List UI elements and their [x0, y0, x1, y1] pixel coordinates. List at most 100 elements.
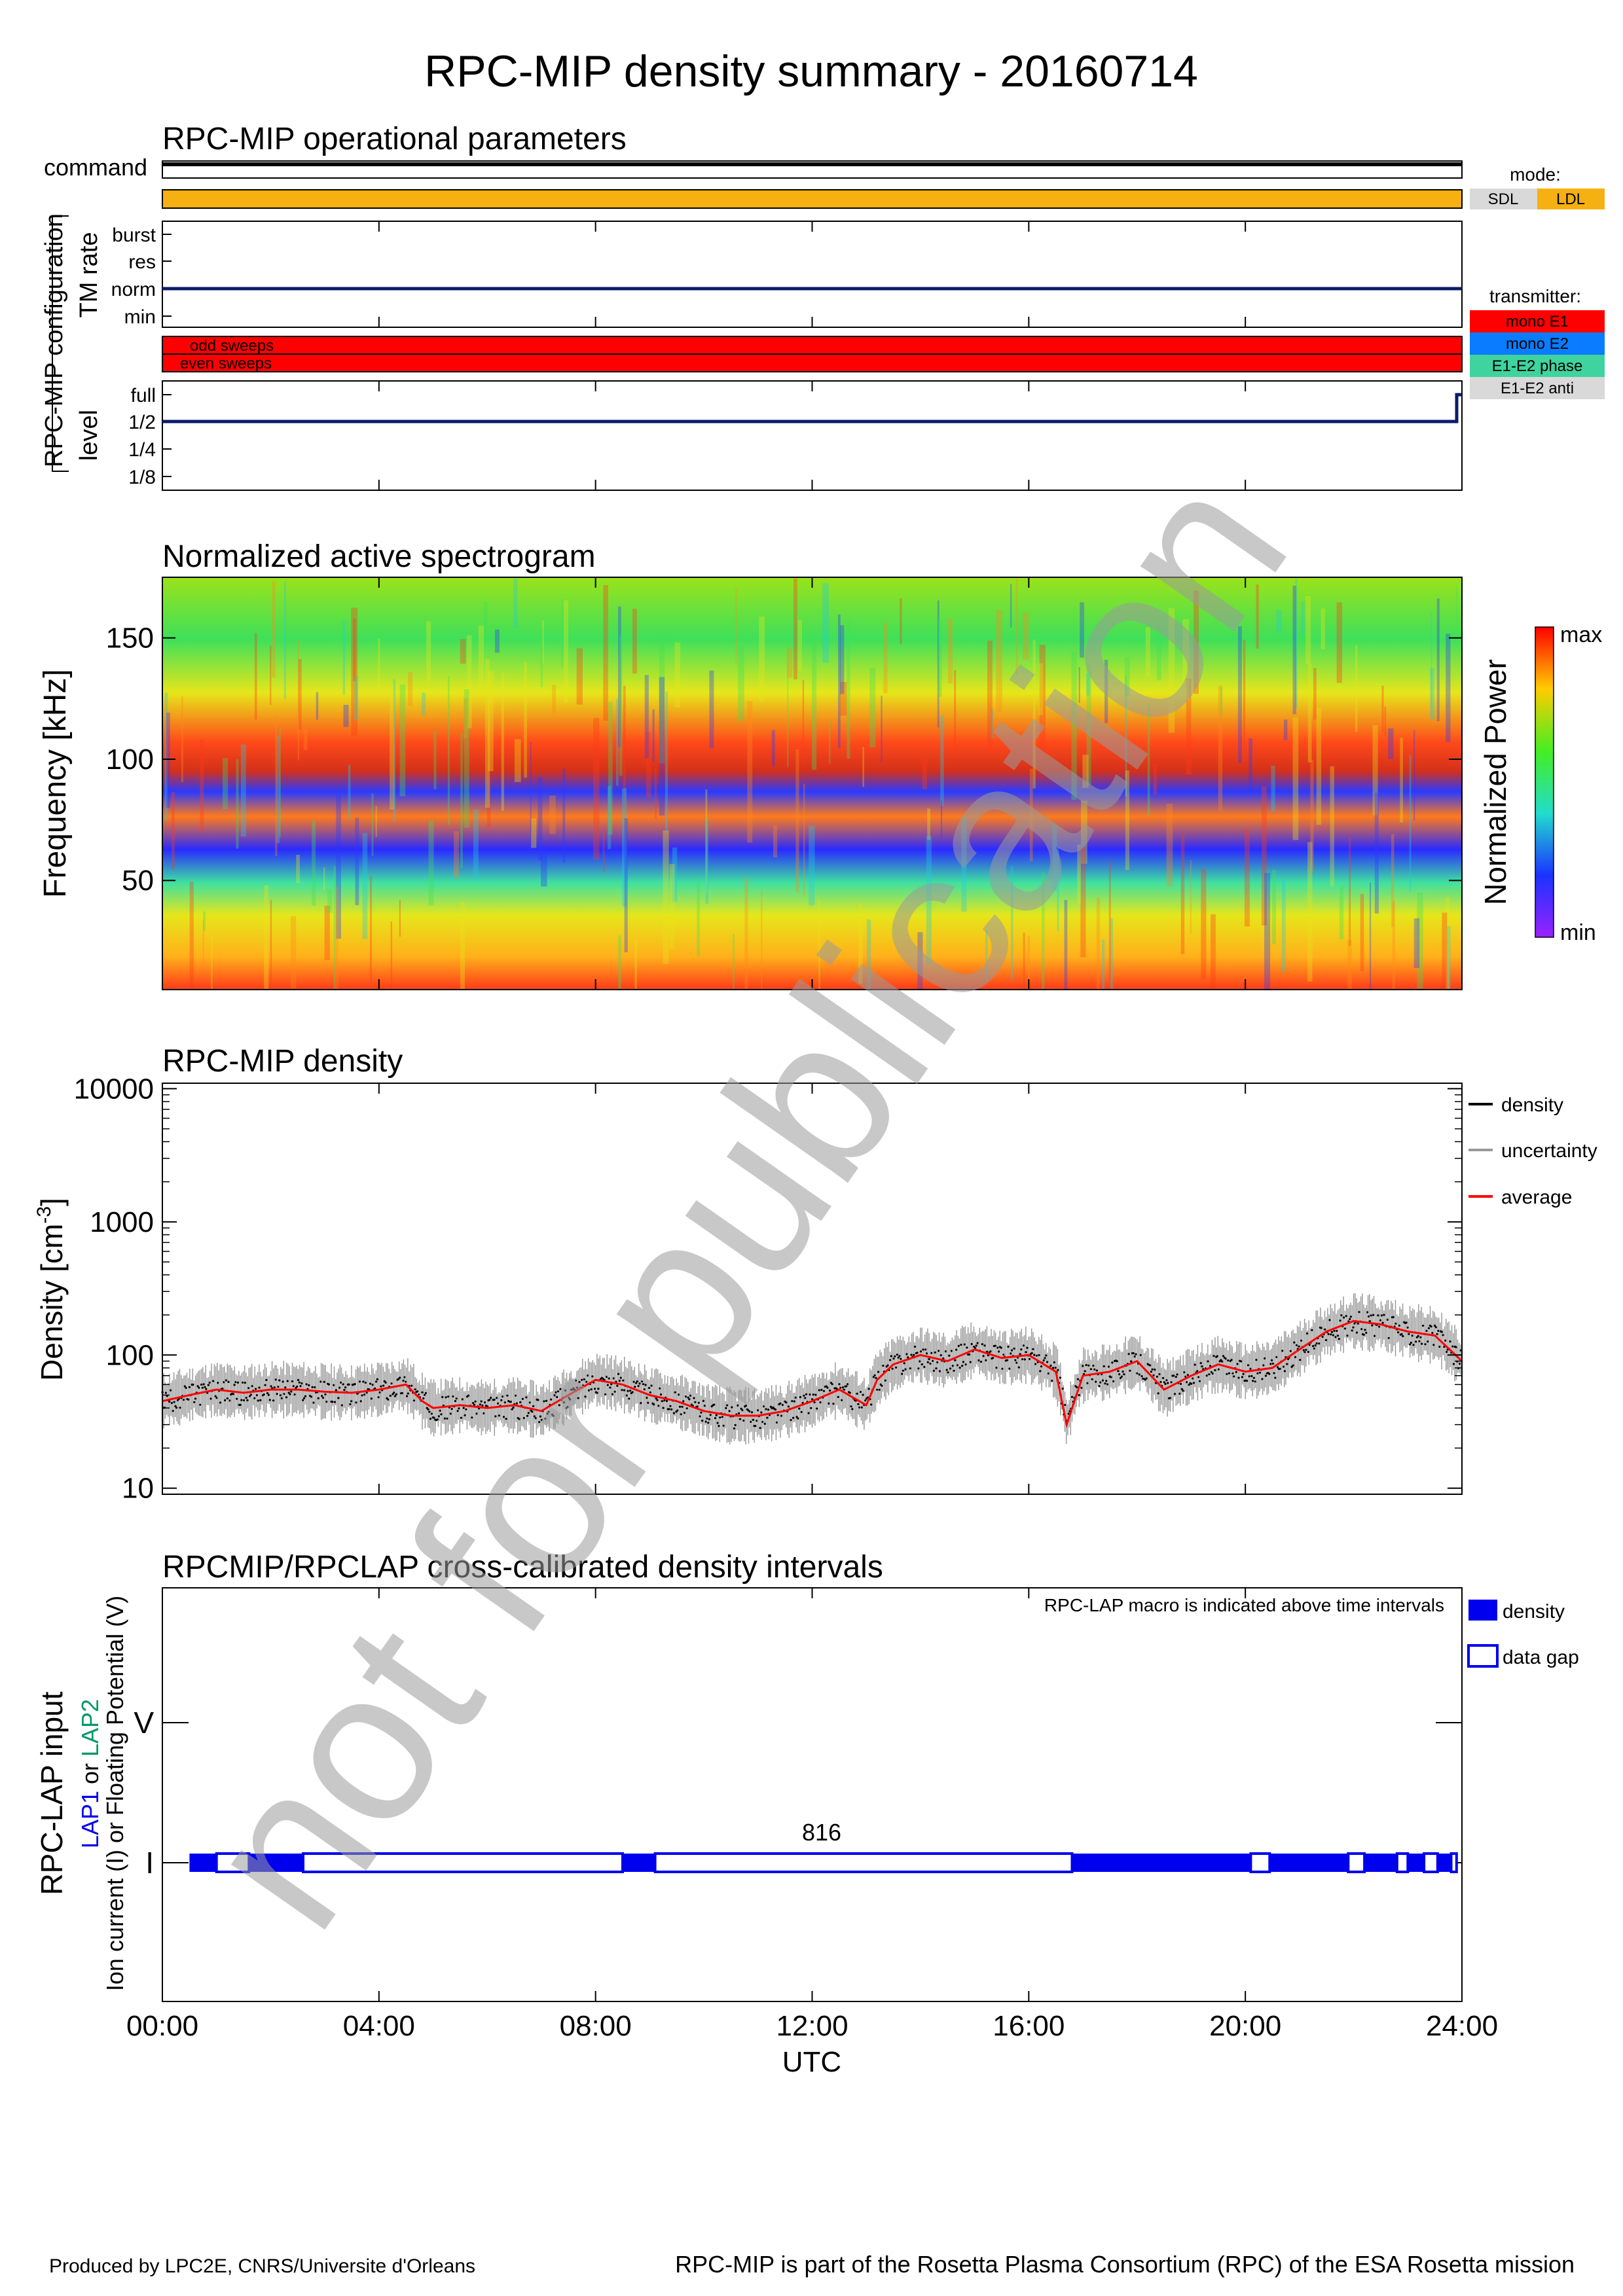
spectrogram-streak — [608, 702, 613, 834]
density-point — [733, 1427, 735, 1430]
density-point — [392, 1393, 394, 1395]
density-point — [678, 1405, 681, 1408]
density-point — [922, 1348, 924, 1351]
spectrogram-streak — [488, 671, 494, 772]
density-point — [605, 1376, 608, 1378]
density-point — [726, 1404, 729, 1407]
spectrogram-streak — [663, 830, 669, 964]
density-point — [1194, 1363, 1196, 1366]
density-point — [496, 1397, 498, 1399]
density-point — [982, 1355, 985, 1357]
density-point — [1136, 1372, 1139, 1374]
density-point — [928, 1358, 930, 1361]
spectrogram-streak — [705, 817, 709, 905]
spectrogram-streak — [738, 646, 744, 721]
spectrogram-streak — [1086, 664, 1091, 785]
density-point — [525, 1396, 528, 1399]
density-point — [1149, 1364, 1152, 1367]
density-point — [1421, 1342, 1423, 1345]
density-point — [1139, 1354, 1142, 1356]
spectrogram-streak — [1374, 793, 1379, 914]
density-point — [646, 1397, 648, 1399]
density-point — [1345, 1315, 1347, 1318]
spectrogram-streak — [371, 793, 374, 856]
density-point — [949, 1367, 952, 1370]
density-point — [287, 1391, 290, 1394]
density-point — [641, 1380, 644, 1383]
density-point — [1117, 1370, 1120, 1372]
density-series — [161, 1293, 1463, 1444]
density-point — [632, 1380, 635, 1383]
density-point — [649, 1391, 651, 1394]
density-point — [224, 1399, 227, 1402]
density-point — [725, 1407, 727, 1409]
density-point — [800, 1410, 803, 1413]
spectrogram-streak — [787, 639, 789, 768]
density-point — [1415, 1340, 1417, 1343]
density-point — [688, 1398, 691, 1401]
density-point — [527, 1412, 530, 1414]
density-point — [402, 1379, 405, 1382]
spectrogram-streak — [1023, 613, 1029, 660]
density-point — [337, 1397, 340, 1399]
mode-ldl-label: LDL — [1556, 190, 1585, 208]
density-point — [292, 1385, 295, 1388]
density-point — [905, 1353, 908, 1355]
density-point — [935, 1367, 938, 1370]
density-point — [302, 1399, 304, 1401]
density-point — [1173, 1374, 1175, 1377]
density-point — [622, 1379, 625, 1382]
density-point — [182, 1399, 185, 1401]
density-point — [273, 1386, 276, 1389]
density-point — [519, 1401, 522, 1404]
spectrogram-streak — [1339, 886, 1344, 939]
density-point — [793, 1400, 795, 1403]
density-point — [1241, 1376, 1243, 1378]
density-point — [1410, 1341, 1412, 1344]
density-point — [270, 1385, 272, 1388]
density-point — [828, 1402, 830, 1405]
density-point — [418, 1393, 420, 1396]
spectrogram-streak — [327, 889, 333, 913]
density-point — [1353, 1322, 1356, 1325]
density-point — [422, 1397, 425, 1400]
density-point — [1017, 1366, 1020, 1369]
density-point — [932, 1359, 934, 1362]
spectrogram-streak — [1082, 755, 1089, 788]
density-point — [781, 1403, 784, 1407]
spectrogram-streak — [428, 820, 434, 906]
spectrogram-streak — [275, 715, 278, 857]
density-point — [841, 1386, 844, 1389]
density-point — [1226, 1372, 1228, 1375]
density-point — [412, 1399, 416, 1402]
density-point — [996, 1346, 999, 1349]
spectrogram-streak — [1295, 578, 1298, 708]
density-point — [354, 1383, 356, 1386]
lap-density-interval — [249, 1854, 303, 1872]
density-point — [382, 1384, 385, 1387]
density-point — [932, 1369, 935, 1372]
density-point — [1098, 1385, 1101, 1388]
density-point — [375, 1380, 378, 1383]
density-point — [1078, 1393, 1080, 1397]
density-tick-label: 100 — [106, 1339, 154, 1371]
spectrogram-streak — [355, 817, 359, 905]
density-point — [202, 1383, 205, 1386]
legend-gap-swatch — [1467, 1644, 1499, 1668]
density-point — [185, 1386, 187, 1390]
density-point — [615, 1380, 617, 1383]
configuration-label: RPC-MIP configuration — [41, 213, 68, 467]
density-point — [617, 1372, 620, 1375]
density-point — [1412, 1344, 1415, 1346]
transmitter-title: transmitter: — [1489, 286, 1581, 306]
spectrogram-streak — [1321, 608, 1325, 650]
footer-credit: Produced by LPC2E, CNRS/Universite d'Orl… — [49, 2255, 475, 2277]
density-point — [708, 1418, 711, 1421]
density-point — [308, 1384, 310, 1387]
density-point — [902, 1369, 904, 1372]
spectrogram-streak — [353, 619, 356, 681]
density-point — [338, 1386, 341, 1389]
spectrogram-streak — [484, 659, 490, 808]
spectrogram-streak — [705, 789, 708, 893]
density-point — [433, 1416, 435, 1419]
